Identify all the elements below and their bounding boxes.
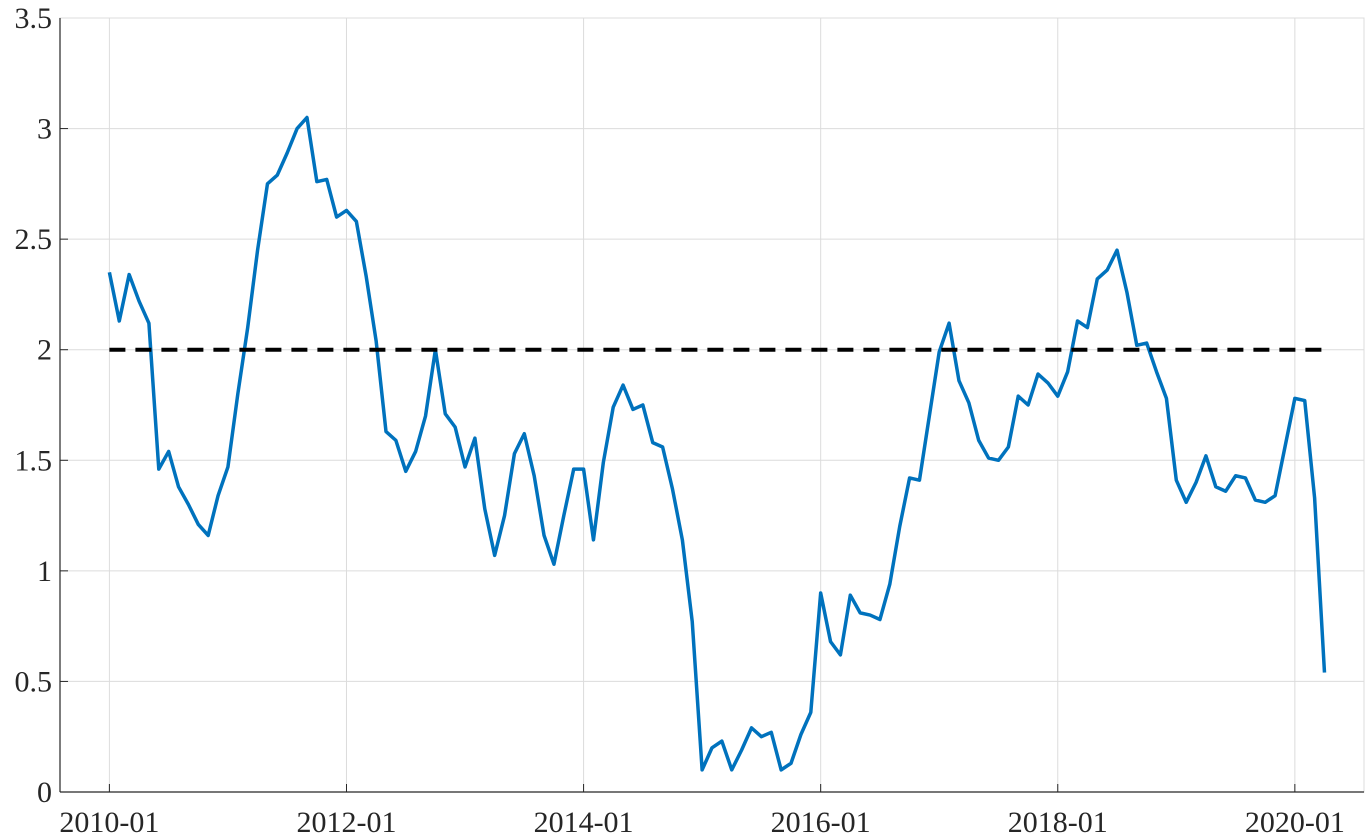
y-tick-label: 0 [37,776,52,809]
x-tick-label: 2012-01 [296,806,396,838]
y-tick-label: 0.5 [15,665,53,698]
y-tick-label: 2 [37,334,52,367]
x-tick-label: 2020-01 [1245,806,1345,838]
y-tick-label: 3 [37,113,52,146]
data-line [107,115,1327,772]
x-tick-label: 2016-01 [771,806,871,838]
y-tick-label: 3.5 [15,2,53,35]
y-tick-label: 1 [37,555,52,588]
y-tick-label: 1.5 [15,444,53,477]
y-tick-label: 2.5 [15,223,53,256]
x-tick-label: 2018-01 [1008,806,1108,838]
x-tick-label: 2010-01 [59,806,159,838]
x-tick-label: 2014-01 [534,806,634,838]
